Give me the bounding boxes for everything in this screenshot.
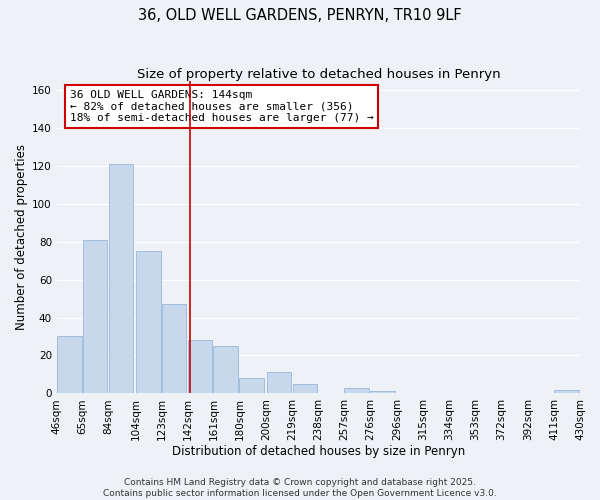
Bar xyxy=(136,251,161,394)
Title: Size of property relative to detached houses in Penryn: Size of property relative to detached ho… xyxy=(137,68,500,80)
Bar xyxy=(214,346,238,394)
Text: Contains HM Land Registry data © Crown copyright and database right 2025.
Contai: Contains HM Land Registry data © Crown c… xyxy=(103,478,497,498)
Bar xyxy=(57,336,82,394)
Bar xyxy=(370,392,395,394)
Bar xyxy=(188,340,212,394)
X-axis label: Distribution of detached houses by size in Penryn: Distribution of detached houses by size … xyxy=(172,444,465,458)
Bar xyxy=(161,304,187,394)
Bar xyxy=(83,240,107,394)
Bar xyxy=(344,388,369,394)
Bar xyxy=(109,164,133,394)
Text: 36, OLD WELL GARDENS, PENRYN, TR10 9LF: 36, OLD WELL GARDENS, PENRYN, TR10 9LF xyxy=(138,8,462,22)
Bar xyxy=(266,372,292,394)
Bar xyxy=(554,390,579,394)
Bar xyxy=(239,378,264,394)
Y-axis label: Number of detached properties: Number of detached properties xyxy=(15,144,28,330)
Bar xyxy=(293,384,317,394)
Text: 36 OLD WELL GARDENS: 144sqm
← 82% of detached houses are smaller (356)
18% of se: 36 OLD WELL GARDENS: 144sqm ← 82% of det… xyxy=(70,90,374,123)
